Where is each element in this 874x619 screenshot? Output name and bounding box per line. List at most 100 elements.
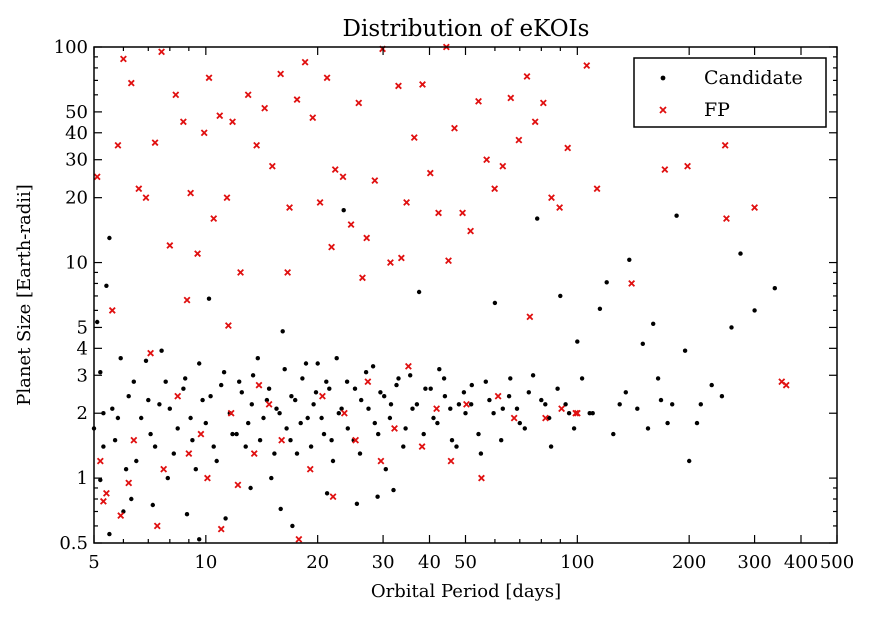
x-tick-label: 50 [454, 552, 477, 573]
data-point-candidate [354, 501, 360, 506]
data-point-fp [130, 436, 138, 444]
data-point-candidate [421, 431, 426, 437]
data-point-candidate [469, 402, 474, 407]
data-point-fp [363, 234, 371, 242]
data-point-fp [244, 91, 252, 99]
data-point-candidate [394, 382, 399, 388]
data-point-fp [179, 118, 187, 126]
data-point-fp [295, 535, 303, 543]
data-point-candidate [243, 444, 248, 449]
data-point-candidate [665, 420, 670, 426]
legend-marker-fp [659, 106, 667, 114]
data-point-fp [410, 134, 418, 142]
data-point-fp [539, 99, 547, 107]
data-point-candidate [463, 411, 468, 416]
data-point-candidate [123, 467, 129, 472]
data-point-fp [96, 457, 104, 465]
data-point-fp [93, 173, 101, 181]
data-point-fp [447, 457, 455, 465]
data-point-candidate [709, 382, 714, 388]
data-point-candidate [539, 397, 544, 403]
legend-box [633, 57, 827, 128]
data-point-fp [340, 409, 348, 417]
data-point-fp [323, 74, 331, 82]
data-point-fp [265, 400, 273, 408]
x-tick-label: 10 [194, 552, 217, 573]
data-point-fp [573, 409, 581, 417]
data-point-fp [301, 58, 309, 66]
data-point-fp [160, 465, 168, 473]
data-point-candidate [558, 293, 563, 299]
data-point-fp [250, 450, 258, 457]
data-point-fp [174, 392, 182, 400]
data-point-candidate [95, 319, 100, 325]
data-point-fp [194, 250, 201, 258]
data-point-candidate [211, 444, 216, 449]
data-point-candidate [376, 431, 381, 437]
data-point-candidate [206, 296, 212, 301]
data-point-candidate [345, 426, 350, 431]
data-point-candidate [230, 431, 235, 437]
data-point-fp [286, 204, 293, 211]
y-tick-label: 30 [65, 150, 88, 171]
x-tick-label: 400 [784, 552, 818, 573]
data-point-fp [210, 215, 218, 222]
data-point-candidate [324, 491, 330, 496]
data-point-fp [237, 268, 244, 276]
data-point-candidate [372, 420, 377, 426]
data-point-fp [253, 141, 261, 149]
y-tick-label: 100 [54, 37, 88, 58]
data-point-candidate [403, 426, 408, 431]
data-point-candidate [274, 406, 279, 411]
data-point-candidate [508, 376, 513, 381]
data-point-candidate [357, 451, 363, 456]
data-point-candidate [146, 397, 151, 403]
data-point-candidate [315, 361, 320, 366]
data-point-fp [628, 280, 636, 287]
data-point-candidate [651, 321, 656, 326]
data-point-fp [523, 73, 531, 80]
y-tick-label: 10 [65, 253, 88, 274]
data-point-candidate [288, 438, 293, 443]
data-point-candidate [476, 431, 481, 437]
data-point-fp [419, 81, 426, 88]
data-point-candidate [336, 411, 341, 416]
data-point-candidate [290, 523, 295, 529]
data-point-fp [515, 136, 523, 144]
data-point-fp [593, 185, 601, 193]
data-point-fp [293, 96, 301, 104]
data-point-candidate [190, 438, 195, 443]
data-point-candidate [334, 356, 339, 361]
data-point-candidate [640, 341, 645, 346]
data-point-candidate [506, 394, 512, 399]
data-point-candidate [387, 415, 393, 421]
data-point-fp [531, 118, 539, 126]
data-point-candidate [294, 451, 300, 456]
data-point-candidate [311, 402, 316, 407]
data-point-fp [316, 199, 324, 206]
data-point-candidate [772, 286, 777, 291]
data-point-fp [463, 400, 470, 408]
data-point-candidate [383, 467, 388, 472]
data-point-candidate [121, 509, 126, 514]
data-point-candidate [159, 348, 164, 353]
data-point-candidate [98, 370, 103, 375]
data-point-fp [158, 48, 165, 56]
data-point-candidate [375, 494, 380, 499]
legend-label-fp: FP [704, 99, 730, 121]
data-point-fp [558, 405, 566, 413]
data-point-fp [125, 479, 133, 487]
data-point-fp [491, 185, 499, 193]
data-point-fp [268, 162, 276, 170]
data-point-candidate [157, 402, 162, 407]
data-point-fp [751, 204, 759, 211]
data-point-candidate [611, 431, 616, 437]
data-point-candidate [571, 426, 577, 431]
data-point-candidate [98, 477, 103, 483]
data-point-candidate [623, 390, 628, 395]
data-point-candidate [293, 397, 298, 403]
y-tick-label: 40 [65, 123, 88, 144]
y-tick-label: 20 [65, 188, 88, 209]
data-point-candidate [219, 382, 224, 388]
